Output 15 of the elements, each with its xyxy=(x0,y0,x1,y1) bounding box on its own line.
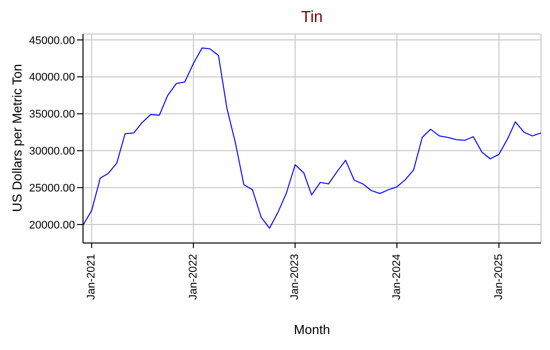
y-tick-label: 35000.00 xyxy=(29,108,75,121)
y-tick-label: 30000.00 xyxy=(29,146,75,158)
y-axis-title: US Dollars per Metric Ton xyxy=(10,64,24,212)
y-tick-label: 25000.00 xyxy=(29,182,75,195)
x-tick-label: Jan-2024 xyxy=(390,254,403,300)
x-tick-label: Jan-2022 xyxy=(187,254,200,300)
chart-title: Tin xyxy=(300,9,324,27)
y-tick-label: 45000.00 xyxy=(29,34,75,47)
y-tick-label: 40000.00 xyxy=(29,72,75,84)
x-tick-label: Jan-2025 xyxy=(492,254,505,300)
line-series xyxy=(83,48,541,229)
y-tick-label: 20000.00 xyxy=(29,219,75,232)
x-tick-label: Jan-2023 xyxy=(289,254,302,300)
x-tick-label: Jan-2021 xyxy=(86,254,98,300)
x-axis-title: Month xyxy=(292,322,332,337)
